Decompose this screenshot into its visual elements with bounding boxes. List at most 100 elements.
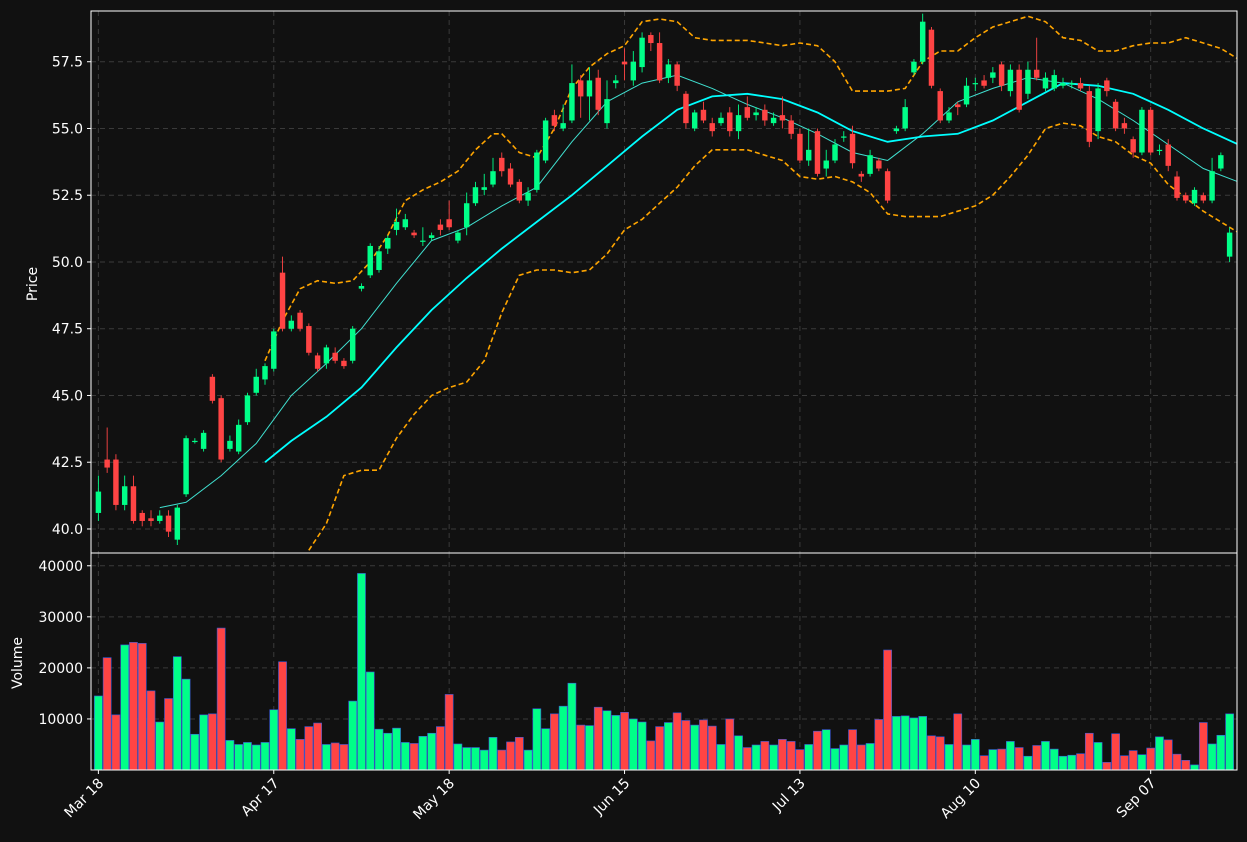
volume-bar: [120, 644, 130, 771]
candle-body: [376, 251, 382, 270]
volume-bar: [295, 739, 305, 771]
candle-body: [420, 240, 426, 242]
volume-bar: [1084, 732, 1094, 771]
volume-bar: [322, 744, 331, 771]
volume-bar: [1041, 741, 1050, 771]
price-tick-label: 57.5: [52, 55, 83, 71]
volume-bar: [655, 726, 664, 771]
candle-body: [157, 515, 163, 521]
candle-body: [349, 328, 356, 361]
price-tick-label: 52.5: [52, 188, 83, 204]
volume-bar: [436, 726, 445, 771]
candle-body: [569, 83, 575, 121]
candle-body: [271, 331, 277, 369]
volume-bar: [611, 715, 621, 771]
candle-body: [534, 152, 540, 190]
volume-bar: [260, 742, 270, 771]
candle-body: [1033, 69, 1040, 78]
volume-bar: [225, 740, 235, 771]
volume-bar: [304, 726, 314, 771]
candle-body: [499, 157, 505, 172]
candle-body: [691, 112, 698, 129]
volume-bar: [760, 741, 770, 771]
long-moving-average-line: [264, 82, 1237, 463]
price-axis-label: Price: [25, 267, 41, 301]
candle-body: [1121, 123, 1128, 129]
volume-bar: [1014, 747, 1024, 771]
candle-body: [937, 91, 943, 121]
volume-axis-label: Volume: [10, 637, 26, 689]
candle-body: [323, 347, 330, 364]
volume-bar: [883, 649, 892, 771]
candle-body: [1025, 69, 1031, 94]
volume-axis-ticks: 10000 20000 30000 40000: [38, 559, 91, 728]
candle-body: [586, 80, 593, 97]
candle-body: [841, 136, 847, 138]
candle-body: [998, 64, 1005, 86]
volume-bar: [944, 744, 954, 771]
volume-bar: [1049, 748, 1059, 771]
candle-body: [104, 459, 110, 468]
volume-bar: [716, 744, 726, 771]
volume-bar: [216, 627, 226, 771]
candle-body: [753, 112, 759, 116]
candle-body: [797, 133, 803, 161]
volume-bar: [979, 755, 989, 771]
candle-body: [788, 120, 794, 134]
candle-body: [560, 123, 566, 129]
price-axis-ticks: 40.0 42.5 45.0 47.5 50.0 52.5 55.0 57.5: [52, 55, 91, 538]
volume-bar: [786, 741, 796, 771]
volume-bar: [453, 743, 463, 771]
candle-body: [183, 438, 189, 495]
volume-bar: [821, 729, 831, 771]
price-tick-label: 47.5: [52, 322, 83, 338]
volume-bar: [856, 744, 866, 771]
volume-bar: [286, 728, 296, 771]
candle-body: [613, 80, 619, 84]
candle-body: [849, 133, 856, 164]
volume-bar: [734, 735, 743, 771]
candle-body: [1191, 189, 1198, 204]
volume-bar: [400, 742, 410, 771]
candle-body: [709, 123, 715, 132]
volume-bar: [497, 749, 507, 771]
candle-body: [639, 37, 645, 68]
candle-body: [700, 109, 707, 121]
volume-bar: [567, 682, 577, 771]
candle-body: [437, 224, 444, 230]
candle-body: [481, 187, 487, 190]
volume-bar: [927, 735, 936, 771]
candle-body: [463, 203, 470, 228]
moving-averages: [159, 74, 1237, 509]
volume-bar: [637, 721, 647, 771]
volume-bar: [541, 728, 550, 771]
volume-bar: [900, 715, 910, 771]
volume-bar: [523, 749, 533, 771]
volume-bar: [357, 573, 366, 771]
candle-body: [1156, 149, 1163, 152]
volume-bar: [830, 748, 840, 771]
candle-body: [341, 360, 347, 367]
candle-body: [279, 272, 286, 329]
volume-bar: [997, 748, 1006, 771]
candle-body: [858, 173, 865, 177]
volume-panel-frame: [90, 552, 1238, 771]
volume-bar: [190, 733, 200, 771]
volume-bar: [935, 736, 945, 771]
candle-body: [516, 181, 523, 201]
volume-bar: [181, 678, 191, 771]
candle-body: [955, 104, 961, 108]
volume-bar: [155, 721, 165, 771]
price-tick-label: 50.0: [52, 255, 83, 271]
candle-body: [893, 128, 900, 132]
volume-tick-label: 30000: [38, 610, 83, 626]
candle-body: [402, 219, 409, 228]
candle-body: [1016, 69, 1022, 110]
candle-body: [200, 432, 207, 449]
volume-bars: [94, 573, 1234, 771]
candle-body: [902, 107, 908, 129]
volume-bar: [129, 642, 138, 771]
volume-tick-label: 10000: [38, 712, 83, 728]
candle-body: [174, 507, 181, 540]
volume-bar: [707, 725, 717, 771]
